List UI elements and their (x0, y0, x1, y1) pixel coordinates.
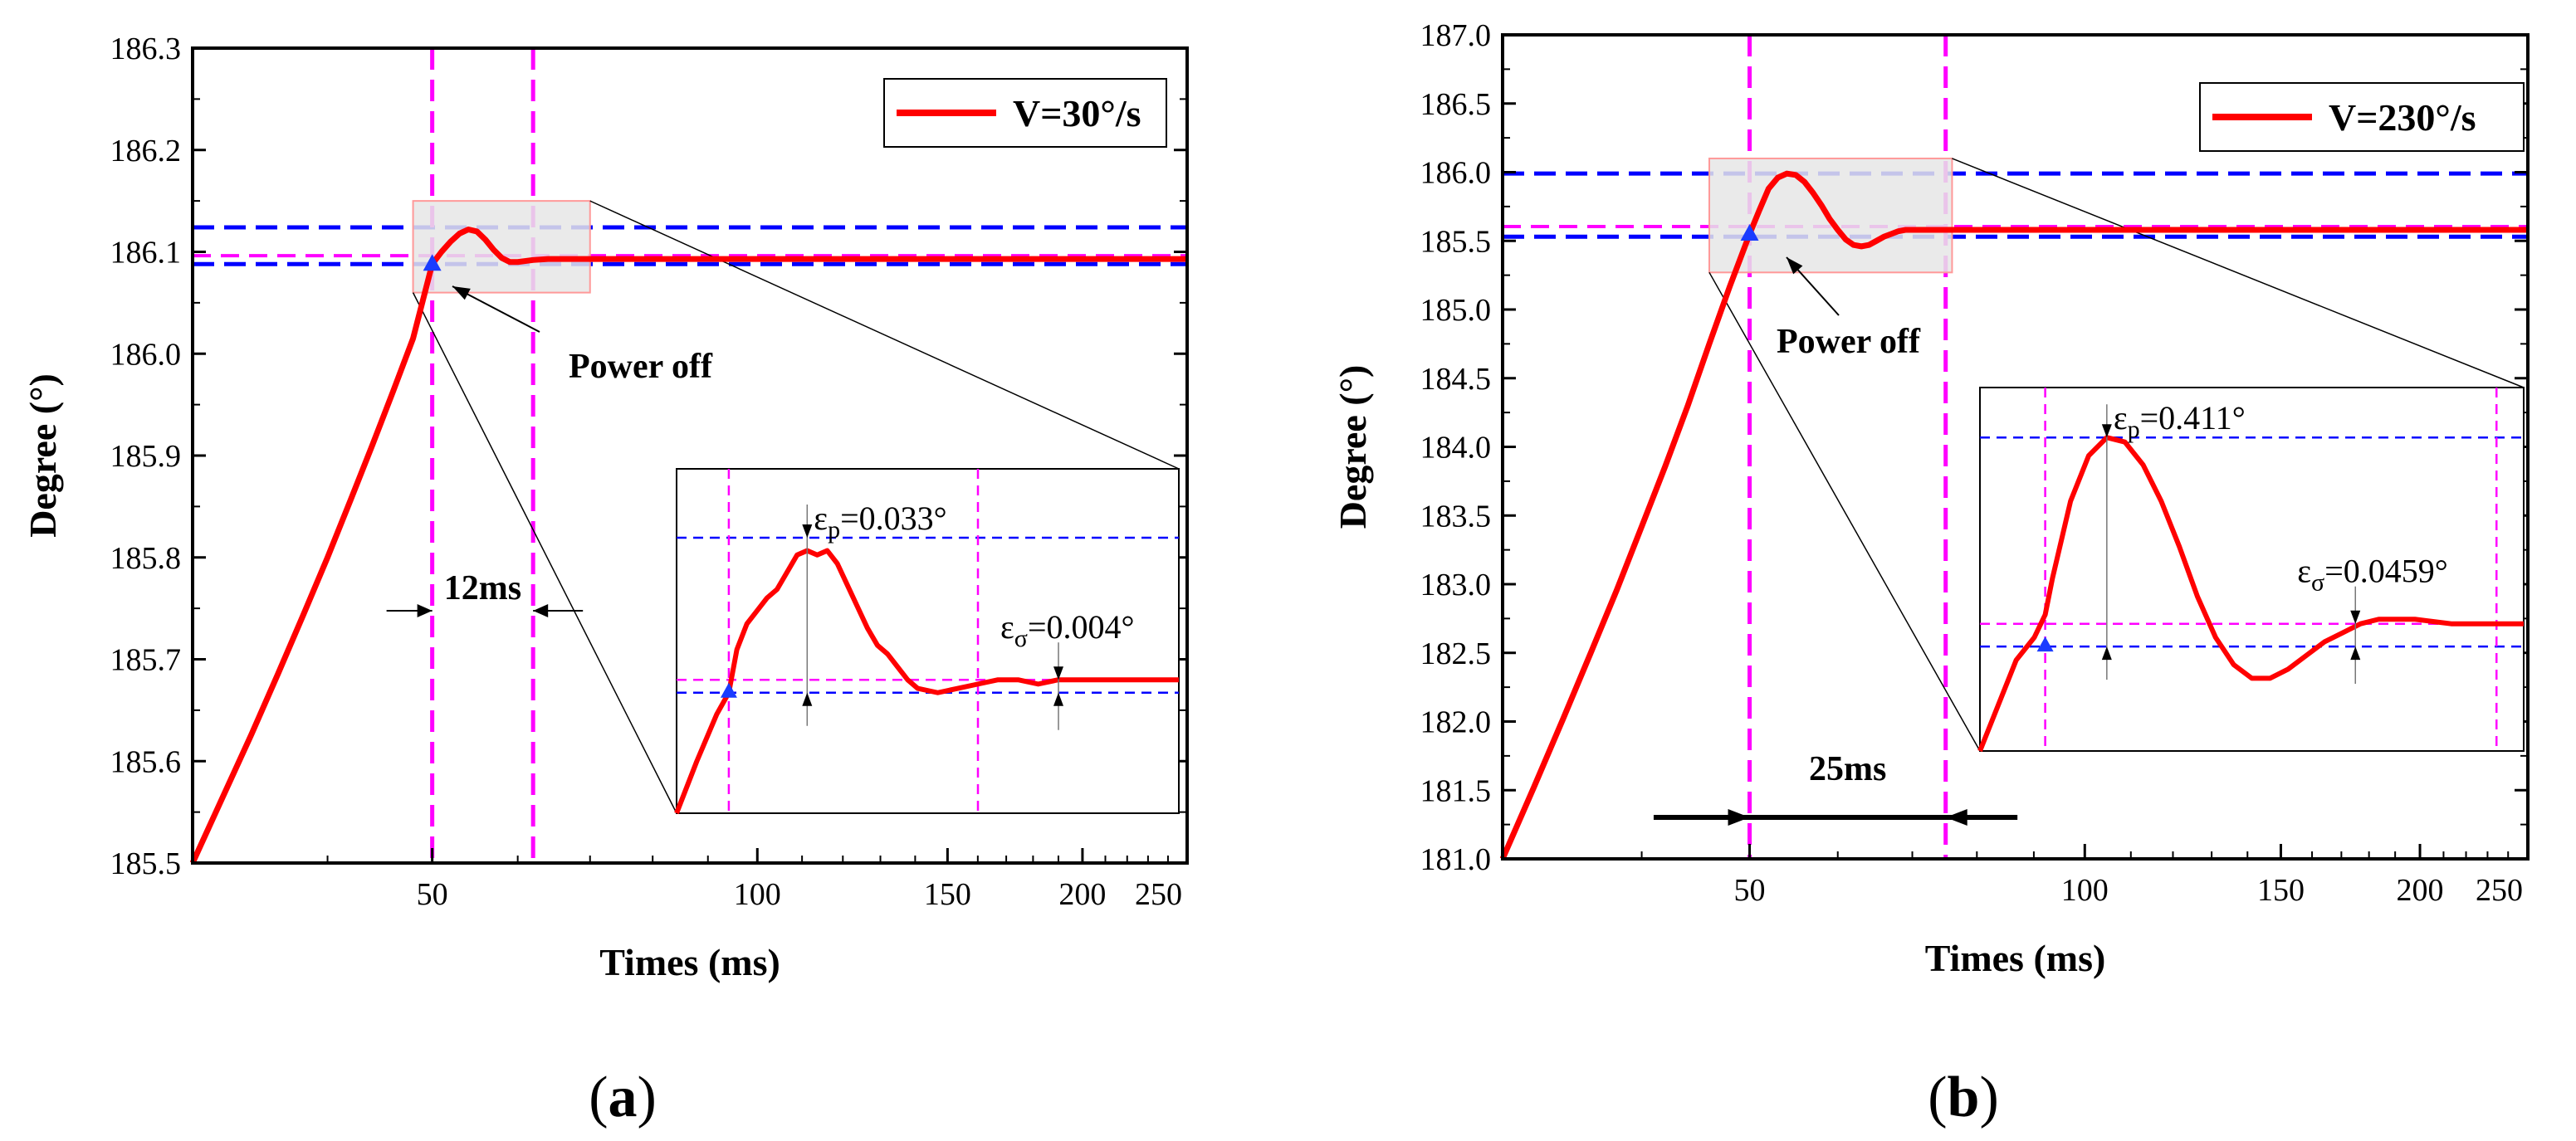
subscript-sigma: σ (2311, 569, 2324, 597)
y-tick-label: 185.8 (110, 541, 182, 576)
y-tick-label: 183.5 (1420, 499, 1492, 534)
y-tick-label: 184.5 (1420, 362, 1492, 397)
y-tick-label: 186.0 (1420, 156, 1492, 191)
caption-a: (a) (589, 1065, 657, 1129)
chart-panel-a: 185.5 185.6 185.7 185.8 185.9 186.0 186.1 186.2… (22, 32, 1189, 983)
y-tick-label: 181.5 (1420, 773, 1492, 808)
eps-sigma-label: εσ=0.004° (1000, 608, 1135, 652)
y-tick-label: 185.5 (1420, 224, 1492, 259)
sigma-arrowhead (2350, 646, 2361, 661)
x-axis-title: Times (ms) (599, 941, 780, 983)
y-tick-label: 186.5 (1420, 87, 1492, 122)
sigma-arrowhead (1053, 666, 1063, 680)
x-tick-label: 150 (2257, 873, 2305, 908)
epsilon-symbol: ε (2297, 553, 2311, 590)
y-tick-label: 184.0 (1420, 431, 1492, 466)
x-tick-label: 150 (924, 877, 971, 912)
epsilon-symbol: ε (814, 500, 828, 537)
x-tick-label: 200 (2397, 873, 2444, 908)
interval-arrowhead (1728, 809, 1750, 826)
chart-panel-b: 181.0 181.5 182.0 182.5 183.0 183.5 184.0 184.5… (1332, 18, 2530, 979)
inset-frame (1979, 387, 2525, 752)
caption-b: (b) (1928, 1065, 1999, 1129)
power-off-arrowhead (1787, 257, 1803, 275)
power-off-label: Power off (1777, 323, 1921, 361)
series-line (1499, 170, 2528, 861)
series-line (189, 226, 1187, 865)
power-off-marker (1740, 223, 1759, 241)
x-tick-label: 50 (1734, 873, 1766, 908)
y-axis-title: Degree (°) (1332, 365, 1374, 529)
power-off-label: Power off (569, 348, 713, 386)
interval-arrowhead (417, 604, 433, 617)
y-tick-label: 186.2 (110, 134, 182, 168)
x-tick-label: 100 (734, 877, 781, 912)
peak-arrowhead (802, 692, 813, 706)
zoom-connector-line (1952, 158, 2525, 388)
power-off-marker (423, 254, 442, 271)
x-axis-title: Times (ms) (1925, 937, 2106, 979)
peak-arrowhead (2101, 646, 2112, 661)
y-tick-label: 181.0 (1420, 842, 1492, 877)
eps-p-label: εp=0.411° (2114, 399, 2246, 443)
inset-series-line (1977, 435, 2524, 753)
sigma-arrowhead (1053, 692, 1063, 706)
zoom-connector-line (589, 200, 1180, 470)
subscript-p: p (828, 516, 840, 544)
y-tick-label: 182.5 (1420, 636, 1492, 671)
power-off-arrowhead (452, 286, 471, 300)
inset-marker (720, 682, 737, 698)
legend-label: V=30°/s (1013, 92, 1141, 134)
y-tick-label: 186.0 (110, 337, 182, 372)
epsilon-symbol: ε (2114, 399, 2128, 436)
y-tick-label: 187.0 (1420, 18, 1492, 53)
inset-marker (2036, 636, 2054, 652)
caption-a-letter: a (609, 1065, 638, 1129)
eps-sigma-value: =0.0459° (2324, 553, 2448, 590)
y-tick-label: 185.5 (110, 846, 182, 881)
peak-arrowhead (802, 524, 813, 538)
zoom-connector-line (412, 292, 677, 814)
peak-arrowhead (2101, 424, 2112, 438)
interval-label: 12ms (444, 569, 521, 607)
inset-series-line (674, 548, 1179, 815)
x-tick-label: 50 (417, 877, 448, 912)
y-tick-label: 186.3 (110, 32, 182, 66)
subscript-sigma: σ (1014, 625, 1028, 652)
x-tick-label: 100 (2061, 873, 2109, 908)
y-tick-label: 182.0 (1420, 705, 1492, 740)
interval-arrowhead (533, 604, 549, 617)
interval-label: 25ms (1809, 750, 1886, 788)
subscript-p: p (2128, 416, 2140, 443)
eps-sigma-label: εσ=0.0459° (2297, 553, 2448, 597)
y-tick-label: 185.9 (110, 439, 182, 474)
y-tick-label: 185.6 (110, 744, 182, 779)
y-tick-label: 183.0 (1420, 568, 1492, 602)
eps-p-value: =0.033° (840, 500, 947, 537)
y-tick-label: 185.0 (1420, 293, 1492, 328)
inset-frame (676, 468, 1180, 814)
eps-p-label: εp=0.033° (814, 500, 946, 544)
x-tick-label: 250 (1135, 877, 1182, 912)
y-tick-label: 186.1 (110, 236, 182, 271)
y-axis-title: Degree (°) (22, 373, 64, 538)
zoom-connector-line (1708, 271, 1981, 752)
zoom-region (412, 200, 591, 294)
epsilon-symbol: ε (1000, 608, 1014, 646)
eps-p-value: =0.411° (2140, 399, 2246, 436)
x-tick-label: 200 (1058, 877, 1106, 912)
eps-sigma-value: =0.004° (1028, 608, 1135, 646)
caption-b-letter: b (1948, 1065, 1980, 1129)
interval-arrowhead (1945, 809, 1967, 826)
legend-label: V=230°/s (2329, 96, 2476, 139)
y-tick-label: 185.7 (110, 643, 182, 678)
x-tick-label: 250 (2476, 873, 2523, 908)
sigma-arrowhead (2350, 610, 2361, 624)
